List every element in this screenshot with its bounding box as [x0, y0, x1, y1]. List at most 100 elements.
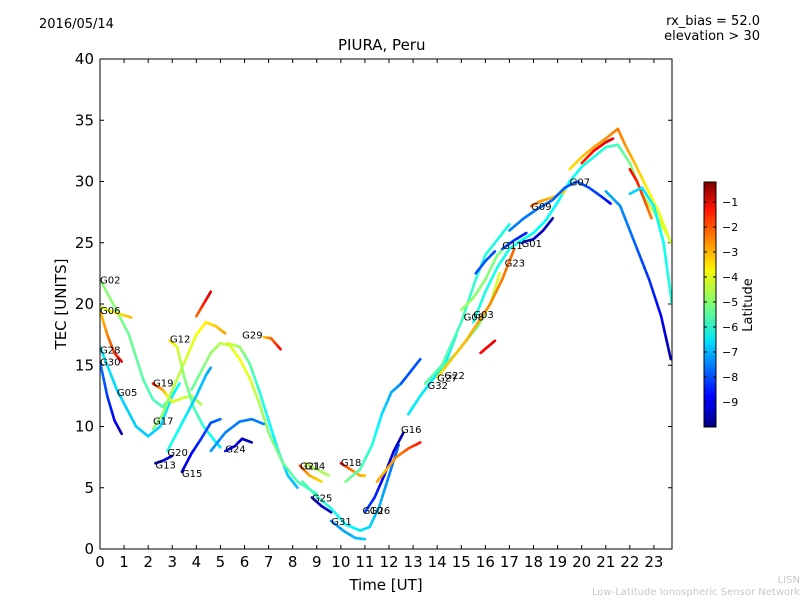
x-tick-label: 16	[476, 553, 495, 571]
series-segment	[137, 363, 143, 374]
series-segment	[610, 137, 615, 141]
series-label-g14: G14	[305, 462, 325, 473]
series-label-g25: G25	[312, 494, 332, 505]
series-segment	[217, 444, 222, 449]
x-tick-label: 12	[379, 553, 398, 571]
series-segment	[169, 454, 174, 459]
y-tick-label: 10	[75, 418, 94, 436]
series-segment	[248, 440, 254, 444]
series-segment	[440, 356, 447, 367]
y-tick-label: 35	[75, 111, 94, 129]
series-segment	[119, 358, 123, 363]
series-g05	[100, 345, 181, 438]
x-tick-label: 18	[524, 553, 543, 571]
series-label-g18: G18	[341, 458, 361, 469]
x-tick-label: 10	[331, 553, 350, 571]
colorbar-tick-label: −3	[722, 246, 738, 259]
series-segment	[176, 382, 181, 387]
series-g30	[100, 360, 123, 436]
series-segment	[128, 315, 133, 319]
series-label-g28: G28	[100, 345, 120, 356]
series-segment	[649, 213, 653, 220]
series-label-g30: G30	[100, 358, 120, 369]
series-g13	[154, 454, 174, 465]
colorbar-label: Latitude	[741, 278, 756, 332]
x-axis-label: Time [UT]	[348, 576, 422, 594]
series-label-g19: G19	[153, 378, 173, 389]
series-segment	[208, 366, 213, 371]
series-g14	[303, 461, 331, 477]
series-label-g29: G29	[242, 331, 262, 342]
series-label-g08: G08	[464, 312, 484, 323]
x-tick-label: 15	[452, 553, 471, 571]
x-tick-label: 22	[620, 553, 639, 571]
y-tick-label: 40	[75, 50, 94, 68]
series-segment	[607, 201, 612, 205]
series-label-g11: G11	[502, 241, 522, 252]
series-segment	[549, 216, 555, 222]
series-segment	[492, 339, 497, 344]
series-segment	[662, 241, 667, 255]
x-tick-label: 1	[119, 553, 129, 571]
series-segment	[217, 417, 222, 422]
series-label-g05: G05	[117, 388, 137, 399]
y-tick-label: 30	[75, 173, 94, 191]
series-g_teal16	[474, 250, 497, 275]
series-g_red16	[479, 339, 497, 355]
y-axis-label: TEC [UNITS]	[52, 259, 70, 351]
series-g21	[298, 464, 323, 483]
x-tick-label: 14	[428, 553, 447, 571]
series-label-g06: G06	[100, 306, 120, 317]
series-segment	[522, 231, 528, 236]
series-g_red20	[580, 137, 615, 165]
series-segment	[294, 484, 299, 490]
series-segment	[208, 290, 213, 296]
series-g27	[435, 247, 516, 379]
date-label: 2016/05/14	[39, 17, 114, 32]
series-segment	[667, 282, 672, 296]
series-g_arc2	[190, 341, 319, 496]
series-segment	[130, 340, 136, 352]
x-tick-label: 20	[572, 553, 591, 571]
series-segment	[395, 443, 400, 452]
series-segment	[260, 421, 266, 426]
x-tick-label: 9	[312, 553, 322, 571]
chart-title: PIURA, Peru	[338, 36, 426, 54]
series-label-g22: G22	[444, 371, 464, 382]
series-segment	[134, 355, 140, 367]
x-tick-label: 0	[95, 553, 105, 571]
series-segment	[222, 330, 227, 335]
series-label-g27: G27	[437, 374, 457, 385]
series-label-g01: G01	[521, 239, 541, 250]
series-g02	[100, 278, 174, 409]
series-label-g12: G12	[170, 334, 190, 345]
series-g_teal7	[209, 417, 266, 453]
series-segment	[561, 190, 567, 194]
series-segment	[506, 223, 511, 228]
series-label-g16: G16	[401, 425, 421, 436]
x-tick-label: 6	[240, 553, 250, 571]
series-label-g15: G15	[182, 469, 202, 480]
series-label-g13: G13	[155, 460, 175, 471]
series-g_redtail	[628, 167, 653, 220]
series-label-g09: G09	[531, 202, 551, 213]
series-g10	[301, 443, 400, 532]
series-g31	[329, 519, 367, 541]
x-tick-label: 21	[596, 553, 615, 571]
series-segment	[443, 349, 450, 360]
rx-bias-label: rx_bias = 52.0	[666, 14, 760, 29]
series-segment	[666, 272, 671, 285]
series-g20	[166, 366, 213, 453]
footer-network: Low-Latitude Ionospheric Sensor Network	[592, 587, 800, 598]
series-segment	[277, 346, 282, 351]
series-g25	[310, 496, 333, 514]
series-label-g32: G32	[428, 381, 448, 392]
series-label-g23: G23	[505, 258, 525, 269]
series-segment	[417, 441, 422, 445]
series-label-g07: G07	[570, 178, 590, 189]
series-segment	[667, 236, 672, 245]
x-tick-label: 11	[355, 553, 374, 571]
series-segment	[318, 479, 323, 483]
